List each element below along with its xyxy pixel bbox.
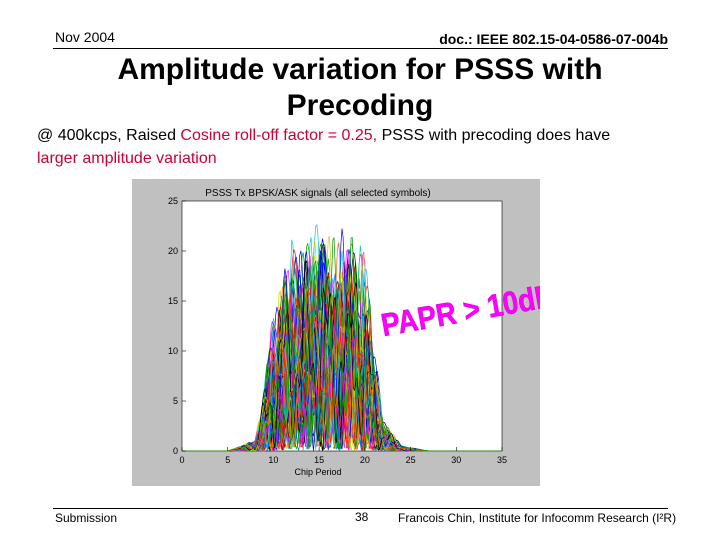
footer-submission: Submission [55, 511, 118, 525]
y-tick-label: 0 [173, 446, 178, 456]
amplitude-plot-svg: PSSS Tx BPSK/ASK signals (all selected s… [168, 188, 540, 477]
header-doc-id: doc.: IEEE 802.15-04-0586-07-004b [439, 31, 668, 47]
subtitle-part4: larger amplitude variation [37, 150, 217, 167]
x-tick-label: 30 [451, 455, 461, 465]
y-tick-label: 10 [168, 346, 178, 356]
y-tick-label: 5 [173, 396, 178, 406]
footer-divider [53, 508, 668, 509]
plot-title: PSSS Tx BPSK/ASK signals (all selected s… [205, 188, 430, 199]
slide-title: Amplitude variation for PSSS with Precod… [60, 52, 660, 124]
x-tick-label: 35 [497, 455, 507, 465]
x-tick-label: 10 [268, 455, 278, 465]
x-tick-label: 5 [225, 455, 230, 465]
x-tick-label: 20 [360, 455, 370, 465]
y-tick-label: 20 [168, 246, 178, 256]
header-divider [53, 48, 668, 49]
x-axis-label: Chip Period [294, 467, 341, 477]
y-tick-label: 25 [168, 196, 178, 206]
slide-subtitle: @ 400kcps, Raised Cosine roll-off factor… [37, 124, 697, 170]
footer-page-number: 38 [355, 510, 369, 524]
plot-axes: 0 5 10 15 20 25 30 35 0 5 10 15 20 25 [168, 196, 507, 465]
y-tick-label: 15 [168, 296, 178, 306]
slide-title-line1: Amplitude variation for PSSS with [117, 53, 603, 86]
x-tick-label: 25 [406, 455, 416, 465]
amplitude-plot: PSSS Tx BPSK/ASK signals (all selected s… [132, 179, 540, 486]
subtitle-part2: Cosine roll-off factor = 0.25, [180, 127, 382, 144]
signal-traces [182, 224, 502, 453]
slide-title-line2: Precoding [286, 89, 434, 122]
signal-trace [182, 236, 502, 452]
x-tick-label: 0 [179, 455, 184, 465]
header-date: Nov 2004 [55, 29, 115, 45]
subtitle-part3: PSSS with precoding does have [381, 127, 611, 144]
x-tick-label: 15 [314, 455, 324, 465]
footer-author: Francois Chin, Institute for Infocomm Re… [398, 511, 677, 525]
subtitle-part1: @ 400kcps, Raised [37, 127, 181, 144]
